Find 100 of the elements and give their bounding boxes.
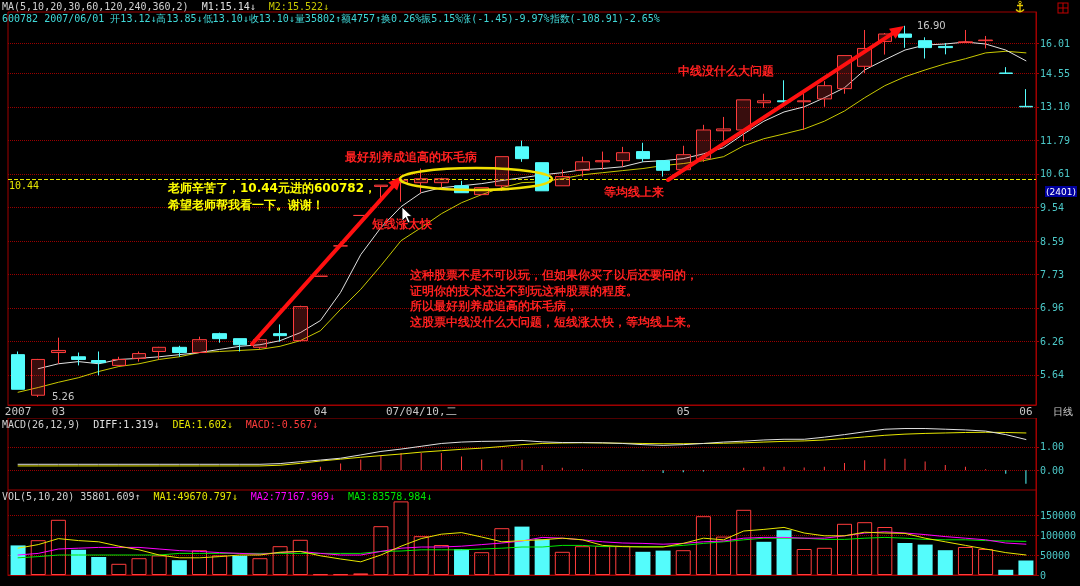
candlestick	[112, 356, 126, 366]
bar	[50, 519, 66, 575]
bar	[1018, 560, 1034, 575]
bar	[474, 552, 490, 575]
bar	[776, 530, 792, 575]
candlestick	[11, 350, 25, 390]
bar	[252, 558, 268, 575]
bar	[131, 558, 147, 575]
text: MA1:49670.797↓	[153, 490, 238, 502]
candlestick	[898, 25, 912, 49]
candlestick	[51, 337, 66, 365]
candlestick	[918, 36, 932, 59]
text: MACD:-0.567↓	[245, 418, 318, 430]
bar	[393, 501, 409, 575]
bar	[494, 528, 510, 575]
bar	[574, 546, 590, 575]
y-tick-label: 13.10	[1040, 101, 1071, 113]
y-tick-label: 1.00	[1040, 441, 1065, 453]
bar	[111, 563, 127, 575]
bar	[151, 555, 167, 575]
line-series	[17, 526, 1027, 563]
candlestick	[132, 350, 146, 363]
x-tick-label: 06	[1019, 405, 1033, 418]
bar	[756, 541, 772, 575]
text: DEA:1.602↓	[172, 418, 233, 430]
candlestick	[212, 332, 227, 344]
y-tick-label: 9.54	[1040, 202, 1065, 214]
y-tick-label: 0.00	[1040, 464, 1065, 476]
x-tick-label: 04	[313, 405, 328, 418]
bar	[655, 550, 671, 575]
candlestick	[31, 358, 45, 398]
bar	[877, 527, 893, 575]
candlestick	[434, 177, 449, 189]
y-tick-label: 100000	[1040, 529, 1077, 541]
bar	[171, 560, 187, 575]
bar	[91, 557, 107, 575]
candlestick	[414, 168, 428, 194]
candlestick	[978, 35, 993, 49]
bar	[736, 509, 752, 575]
candlestick	[636, 142, 650, 163]
bar	[897, 543, 913, 575]
bar	[837, 523, 853, 575]
annotation: 16.90	[917, 19, 946, 31]
bar	[191, 550, 207, 575]
bar	[30, 540, 46, 575]
candlestick	[172, 345, 187, 358]
candlestick	[233, 338, 247, 352]
text: (2401)	[1046, 186, 1076, 197]
text: M1:15.14↓	[201, 0, 256, 12]
chart-title: MA(5,10,20,30,60,120,240,360,2)	[2, 0, 189, 12]
candlestick	[575, 156, 590, 178]
bar	[554, 551, 570, 575]
candlestick	[757, 93, 771, 109]
y-tick-label: 5.64	[1040, 369, 1065, 381]
line-series	[17, 531, 1027, 556]
y-tick-label: 0	[1040, 569, 1047, 581]
bar	[534, 539, 550, 575]
x-tick-label: 07/04/10,二	[385, 405, 457, 418]
text: 日线	[1053, 405, 1073, 417]
candlestick	[938, 42, 953, 55]
y-tick-label: 6.96	[1040, 302, 1065, 314]
candlestick	[91, 350, 106, 376]
chart-title: MACD(26,12,9)	[2, 418, 81, 430]
bar	[957, 547, 973, 575]
candlestick	[192, 336, 207, 354]
bar	[212, 555, 228, 575]
bar	[292, 539, 308, 575]
annotation: 老师辛苦了，10.44元进的600782，	[167, 181, 377, 195]
candlestick	[999, 66, 1013, 74]
x-tick-label: 03	[51, 405, 66, 418]
y-tick-label: 11.79	[1040, 134, 1071, 146]
candlestick	[152, 346, 166, 360]
y-tick-label: 50000	[1040, 549, 1071, 561]
candlestick	[716, 116, 731, 142]
bar	[373, 526, 389, 575]
x-tick-label: 2007	[4, 405, 32, 418]
annotation: 这股票中线没什么大问题，短线涨太快，等均线上来。	[409, 314, 698, 329]
bar	[10, 545, 26, 575]
bar	[917, 544, 933, 575]
x-tick-label: 05	[676, 405, 690, 418]
annotation: 所以最好别养成追高的坏毛病，	[409, 299, 578, 313]
y-tick-label: 10.61	[1040, 168, 1071, 180]
annotation: 这种股票不是不可以玩，但如果你买了以后还要问的，	[409, 268, 698, 282]
annotation: 希望老师帮我看一下。谢谢！	[167, 198, 324, 212]
candlestick	[273, 323, 287, 343]
annotation: 等均线上来	[603, 184, 664, 199]
candlestick	[595, 151, 610, 171]
text: M2:15.522↓	[268, 0, 330, 12]
bar	[796, 549, 812, 575]
text: DIFF:1.319↓	[93, 418, 160, 430]
text: MA3:83578.984↓	[348, 490, 433, 502]
y-tick-label: 16.01	[1040, 37, 1071, 49]
y-tick-label: 7.73	[1040, 269, 1065, 281]
candlestick	[616, 146, 630, 168]
candlestick	[1019, 88, 1033, 108]
ref-line-label: 10.44	[9, 179, 40, 191]
bar	[514, 526, 530, 575]
bar	[937, 550, 953, 575]
candlestick	[293, 305, 308, 343]
bar	[998, 569, 1014, 575]
